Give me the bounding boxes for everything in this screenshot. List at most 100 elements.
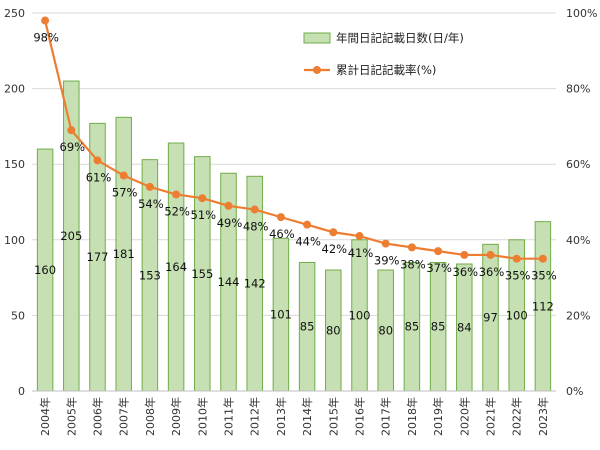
line-value-label: 36% — [479, 265, 505, 279]
line-value-label: 52% — [164, 204, 190, 218]
x-tick-label: 2021年 — [484, 397, 498, 436]
line-point — [407, 243, 416, 252]
x-tick-label: 2015年 — [326, 397, 340, 436]
x-tick-label: 2014年 — [300, 397, 314, 436]
x-tick-label: 2017年 — [379, 397, 393, 436]
bar-value-label: 84 — [457, 320, 472, 334]
line-value-label: 42% — [322, 242, 348, 256]
bar-value-label: 97 — [483, 311, 498, 325]
y-tick-label: 100 — [4, 234, 25, 247]
line-point — [67, 126, 76, 135]
line-value-label: 98% — [33, 31, 59, 45]
line-point — [198, 194, 207, 203]
line-point — [303, 220, 312, 229]
y2-tick-label: 20% — [566, 309, 590, 322]
line-value-label: 61% — [86, 170, 112, 184]
line-point — [329, 228, 338, 237]
line-value-label: 69% — [60, 140, 86, 154]
x-tick-label: 2007年 — [117, 397, 131, 436]
x-tick-label: 2005年 — [64, 397, 78, 436]
line-value-label: 48% — [243, 220, 269, 234]
line-point — [381, 239, 390, 248]
line-point — [486, 250, 495, 259]
x-tick-label: 2020年 — [457, 397, 471, 436]
x-tick-label: 2022年 — [510, 397, 524, 436]
line-value-label: 49% — [217, 216, 243, 230]
bar-value-label: 160 — [34, 263, 56, 277]
y-tick-label: 0 — [18, 385, 25, 398]
x-tick-label: 2004年 — [38, 397, 52, 436]
line-point — [538, 254, 547, 263]
x-tick-label: 2009年 — [169, 397, 183, 436]
y2-tick-label: 80% — [566, 83, 590, 96]
legend: 年間日記記載日数(日/年) 累計日記記載率(%) — [303, 31, 464, 77]
axes: 0 50 100 150 200 250 0% 20% 40% 60% 80% 100% 2004年 20… — [4, 7, 597, 436]
x-tick-label: 2008年 — [143, 397, 157, 436]
line-point — [172, 190, 181, 199]
legend-line-marker — [313, 66, 321, 74]
line-point — [355, 232, 364, 241]
bar-value-label: 155 — [191, 267, 213, 281]
bar-value-label: 164 — [165, 260, 187, 274]
bar-value-label: 112 — [532, 299, 554, 313]
bar-value-label: 80 — [378, 324, 393, 338]
y-tick-label: 50 — [11, 309, 25, 322]
line-value-label: 35% — [505, 269, 531, 283]
bar-value-label: 205 — [60, 229, 82, 243]
bar-value-label: 181 — [113, 247, 135, 261]
y-tick-label: 250 — [4, 7, 25, 20]
legend-bar-label: 年間日記記載日数(日/年) — [336, 31, 464, 45]
line-value-label: 54% — [138, 197, 164, 211]
bar-value-label: 100 — [506, 308, 528, 322]
x-tick-label: 2010年 — [195, 397, 209, 436]
bar-value-label: 153 — [139, 268, 161, 282]
bar-value-label: 85 — [431, 320, 446, 334]
line-point — [119, 171, 128, 180]
line-point — [41, 16, 50, 25]
bar-value-label: 142 — [244, 277, 266, 291]
legend-line-label: 累計日記記載率(%) — [336, 63, 436, 77]
line-point — [145, 182, 154, 191]
line-point — [250, 205, 259, 214]
x-tick-label: 2012年 — [248, 397, 262, 436]
y-tick-label: 150 — [4, 158, 25, 171]
x-tick-label: 2023年 — [536, 397, 550, 436]
x-tick-label: 2006年 — [91, 397, 105, 436]
x-tick-label: 2016年 — [353, 397, 367, 436]
line-point — [93, 156, 102, 165]
line-point — [460, 250, 469, 259]
x-tick-label: 2018年 — [405, 397, 419, 436]
line-point — [512, 254, 521, 263]
line-value-label: 38% — [400, 257, 426, 271]
bar-value-label: 80 — [326, 324, 341, 338]
bar-value-label: 144 — [218, 275, 240, 289]
line-value-labels: 98% 69% 61%57%54%52% 51%49% 48%46%44%42% 41% 3… — [33, 31, 556, 283]
line-value-label: 51% — [191, 208, 217, 222]
line-point — [224, 201, 233, 210]
line-value-label: 41% — [348, 246, 374, 260]
bar-value-labels: 160 205 177 181 153 164 155 144 142 101 85 80 100 80 8… — [34, 229, 554, 337]
y2-tick-label: 40% — [566, 234, 590, 247]
legend-bar-swatch — [303, 32, 331, 44]
y2-tick-label: 100% — [566, 7, 597, 20]
bar-value-label: 85 — [300, 320, 315, 334]
line-point — [276, 213, 285, 222]
line-value-label: 46% — [269, 227, 295, 241]
y-tick-label: 200 — [4, 83, 25, 96]
bar-value-label: 85 — [405, 320, 420, 334]
y2-tick-label: 0% — [566, 385, 583, 398]
bar-value-label: 177 — [87, 250, 109, 264]
y2-tick-label: 60% — [566, 158, 590, 171]
line-value-label: 44% — [295, 235, 321, 249]
line-point — [434, 247, 443, 256]
line-value-label: 35% — [531, 269, 557, 283]
x-tick-label: 2011年 — [222, 397, 236, 436]
line-value-label: 57% — [112, 186, 138, 200]
series-line — [44, 20, 543, 260]
line-value-label: 36% — [453, 265, 479, 279]
bar-value-label: 100 — [349, 308, 371, 322]
x-tick-label: 2019年 — [431, 397, 445, 436]
line-value-label: 37% — [426, 261, 452, 275]
line-series — [41, 16, 547, 263]
